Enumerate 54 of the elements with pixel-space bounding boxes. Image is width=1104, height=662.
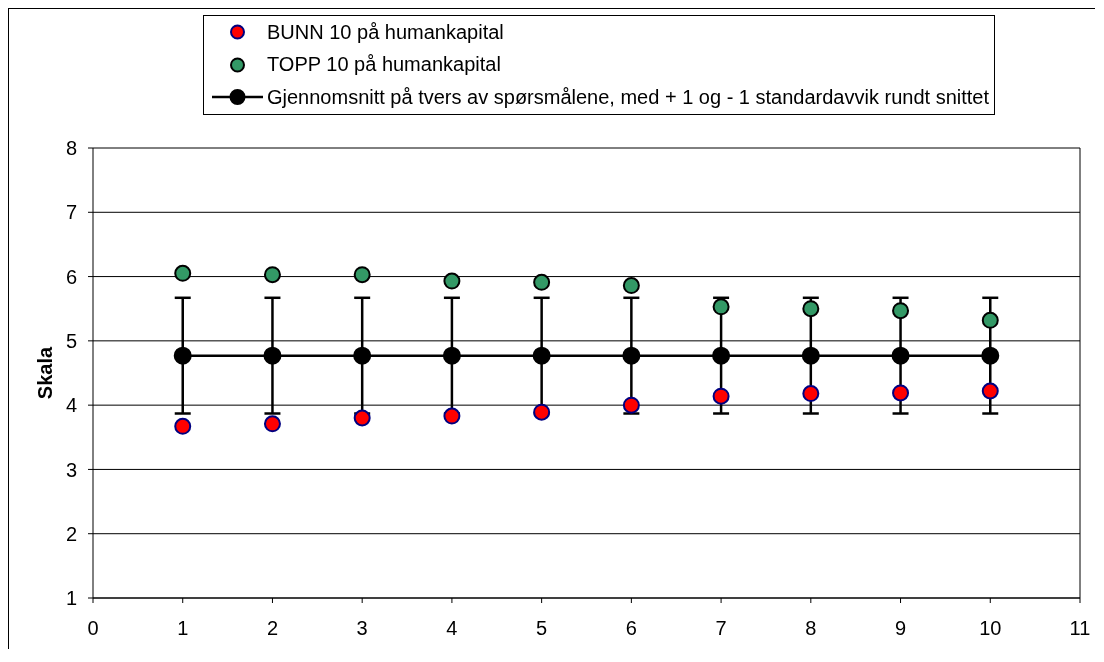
point — [174, 417, 192, 435]
x-tick-label: 2 — [266, 617, 279, 640]
point — [712, 387, 730, 405]
point — [981, 382, 999, 400]
point — [981, 346, 1000, 365]
x-tick-label: 7 — [715, 617, 727, 640]
point — [712, 298, 730, 316]
x-tick-label: 10 — [979, 617, 1002, 640]
point — [173, 346, 192, 365]
point — [443, 272, 461, 290]
y-tick-label: 5 — [65, 329, 77, 352]
point — [801, 346, 820, 365]
point — [981, 311, 999, 329]
legend-label: BUNN 10 på humankapital — [266, 20, 504, 44]
point — [442, 346, 461, 365]
point — [443, 407, 461, 425]
y-tick-label: 2 — [65, 522, 77, 545]
point — [892, 302, 910, 320]
x-tick-label: 0 — [87, 617, 99, 640]
point — [622, 277, 640, 295]
x-tick-label: 1 — [177, 617, 189, 640]
x-tick-label: 11 — [1069, 617, 1091, 640]
y-tick-label: 3 — [65, 458, 77, 481]
point — [532, 346, 551, 365]
y-tick-label: 4 — [65, 394, 77, 417]
point — [533, 403, 551, 421]
point — [892, 384, 910, 402]
x-tick-label: 5 — [536, 617, 548, 640]
point — [174, 264, 192, 282]
y-tick-label: 7 — [65, 201, 77, 224]
x-tick-label: 6 — [625, 617, 637, 640]
y-axis-title: Skala — [34, 345, 57, 400]
point — [891, 346, 910, 365]
y-tick-label: 8 — [65, 137, 77, 160]
point — [353, 266, 371, 284]
y-tick-label: 6 — [65, 265, 77, 288]
x-tick-label: 9 — [894, 617, 907, 640]
point — [353, 409, 371, 427]
legend-label: Gjennomsnitt på tvers av spørsmålene, med + 1 og - 1 standardavvik rundt snittet — [266, 85, 989, 109]
legend-label: TOPP 10 på humankapital — [266, 53, 501, 77]
point — [263, 415, 281, 433]
point — [263, 266, 281, 284]
point — [533, 273, 551, 291]
point — [622, 396, 640, 414]
point — [712, 346, 731, 365]
point — [622, 346, 641, 365]
point — [353, 346, 372, 365]
point — [802, 385, 820, 403]
point — [802, 300, 820, 318]
y-tick-label: 1 — [65, 587, 77, 610]
x-tick-label: 3 — [356, 617, 368, 640]
x-tick-label: 8 — [805, 617, 817, 640]
x-tick-label: 4 — [446, 617, 458, 640]
point — [263, 346, 282, 365]
